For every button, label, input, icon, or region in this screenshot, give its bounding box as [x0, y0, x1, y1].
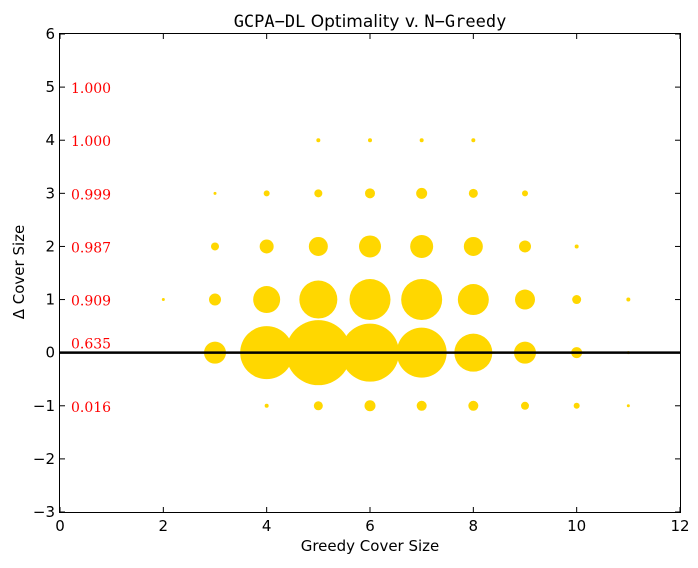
- bubble-marker: [416, 400, 427, 411]
- bubble-marker: [365, 188, 375, 199]
- y-tick-label: 6: [45, 25, 55, 43]
- bubble-marker: [364, 400, 376, 412]
- bubble-marker: [522, 190, 528, 197]
- x-axis-label: Greedy Cover Size: [301, 537, 440, 555]
- bubble-marker: [573, 402, 580, 409]
- bubble-marker: [213, 191, 217, 195]
- chart-title: GCPA−DL Optimality v. N−Greedy: [234, 12, 507, 32]
- bubble-marker: [401, 279, 443, 321]
- x-tick-label: 8: [469, 517, 479, 535]
- bubble-marker: [264, 403, 269, 408]
- bubble-marker: [253, 286, 281, 314]
- bubble-marker: [574, 244, 579, 249]
- bubble-marker: [263, 190, 270, 197]
- row-annotation-value: 1.000: [71, 134, 111, 150]
- y-tick-label: 3: [45, 184, 55, 202]
- row-annotation-value: 0.016: [71, 400, 111, 416]
- y-tick-label: −3: [33, 503, 55, 521]
- bubble-marker: [416, 187, 428, 199]
- bubble-marker: [626, 297, 631, 302]
- bubble-marker: [313, 401, 323, 411]
- bubble-marker: [457, 284, 489, 316]
- y-tick-label: 0: [45, 344, 55, 362]
- row-annotations: 1.000 1.000 0.999 0.987 0.909 0.635 0.016: [71, 81, 111, 416]
- row-annotation-value: 0.987: [71, 240, 111, 256]
- bubble-marker: [259, 239, 274, 254]
- row-annotation-value: 0.635: [71, 337, 111, 353]
- y-axis-label: Δ Cover Size: [10, 225, 28, 320]
- plot-frame: [59, 33, 681, 513]
- bubble-marker: [316, 138, 321, 143]
- title-method-name: GCPA−DL: [234, 12, 306, 32]
- bubble-marker: [314, 189, 323, 198]
- bubble-marker: [519, 240, 531, 253]
- bubble-marker: [161, 298, 165, 302]
- bubble-marker: [359, 235, 381, 258]
- x-tick-label: 2: [159, 517, 169, 535]
- bubble-marker: [468, 188, 478, 198]
- x-tick-label: 6: [365, 517, 375, 535]
- x-tick-label: 10: [567, 517, 586, 535]
- bubble-marker: [468, 400, 479, 411]
- y-tick-label: 1: [45, 291, 55, 309]
- bubble-marker: [572, 295, 582, 305]
- bubble-marker: [209, 293, 221, 306]
- bubble-markers: [161, 138, 631, 412]
- y-tick-label: −1: [33, 397, 55, 415]
- bubble-marker: [626, 404, 630, 408]
- title-baseline-name: N−Greedy: [424, 12, 506, 32]
- bubble-marker: [211, 242, 219, 251]
- bubble-marker: [419, 138, 424, 143]
- row-annotation-value: 0.999: [71, 187, 111, 203]
- bubble-marker: [463, 236, 483, 256]
- bubble-marker: [515, 289, 535, 310]
- bubble-marker: [308, 236, 328, 256]
- bubble-marker: [349, 279, 391, 321]
- bubble-marker: [410, 234, 434, 258]
- y-tick-label: −2: [33, 450, 55, 468]
- bubble-marker: [368, 138, 372, 143]
- y-tick-label: 2: [45, 237, 55, 255]
- y-tick-label: 5: [45, 78, 55, 96]
- title-middle-text: Optimality v.: [305, 12, 424, 32]
- bubble-marker: [471, 138, 476, 143]
- y-tick-label: 4: [45, 131, 55, 149]
- row-annotation-value: 0.909: [71, 294, 111, 310]
- x-tick-label: 12: [670, 517, 689, 535]
- row-annotation-value: 1.000: [71, 81, 111, 97]
- bubble-marker: [299, 280, 338, 319]
- bubble-marker: [521, 401, 529, 410]
- x-tick-label: 4: [262, 517, 272, 535]
- x-tick-label: 0: [55, 517, 65, 535]
